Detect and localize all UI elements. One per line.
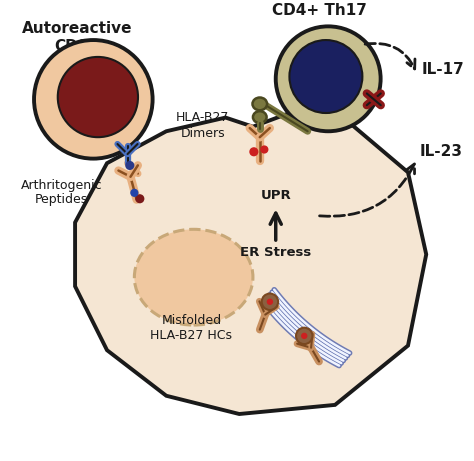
- Text: KIR3DL2: KIR3DL2: [285, 111, 323, 120]
- Text: UPR: UPR: [260, 189, 291, 202]
- Polygon shape: [75, 113, 426, 414]
- Circle shape: [267, 299, 273, 305]
- Circle shape: [58, 57, 138, 137]
- Circle shape: [260, 145, 268, 154]
- Text: Arthritogenic: Arthritogenic: [20, 179, 102, 193]
- Text: ER Stress: ER Stress: [240, 246, 311, 259]
- Text: Misfolded: Misfolded: [161, 314, 221, 327]
- Text: Peptides: Peptides: [35, 193, 88, 206]
- Circle shape: [262, 294, 278, 310]
- Circle shape: [249, 147, 258, 156]
- Circle shape: [130, 189, 138, 197]
- Text: CD4+ Th17: CD4+ Th17: [272, 3, 366, 18]
- Ellipse shape: [253, 98, 267, 110]
- Circle shape: [296, 328, 312, 344]
- Ellipse shape: [253, 111, 266, 123]
- Text: Dimers: Dimers: [181, 127, 225, 140]
- Text: CD8+: CD8+: [54, 39, 101, 54]
- Text: Autoreactive: Autoreactive: [22, 21, 133, 36]
- Circle shape: [290, 40, 363, 113]
- Text: HLA-B27 HCs: HLA-B27 HCs: [150, 329, 232, 342]
- Text: IL-17: IL-17: [422, 62, 465, 77]
- Circle shape: [34, 40, 153, 159]
- Circle shape: [276, 26, 381, 131]
- Circle shape: [125, 161, 134, 170]
- Circle shape: [135, 194, 145, 203]
- Ellipse shape: [134, 229, 253, 325]
- Circle shape: [301, 333, 308, 339]
- Text: HLA-B27: HLA-B27: [176, 111, 229, 124]
- Text: IL-23: IL-23: [419, 144, 463, 160]
